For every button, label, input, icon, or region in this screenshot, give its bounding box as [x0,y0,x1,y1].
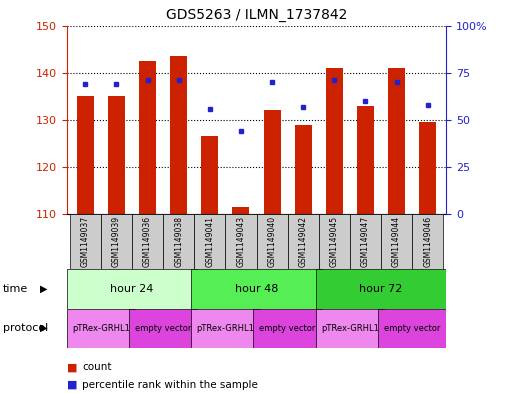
Bar [256,214,288,269]
Text: ■: ■ [67,362,77,373]
Bar [163,214,194,269]
Bar [378,309,446,348]
Bar [253,309,322,348]
Bar [419,122,436,214]
Bar [67,309,135,348]
Bar [388,68,405,214]
Bar [412,214,443,269]
Text: empty vector: empty vector [260,324,316,332]
Text: GSM1149036: GSM1149036 [143,216,152,267]
Bar [264,110,281,214]
Bar [77,96,94,214]
Text: GSM1149042: GSM1149042 [299,216,308,267]
Text: pTRex-GRHL1: pTRex-GRHL1 [321,324,379,332]
Bar [315,269,446,309]
Text: GSM1149040: GSM1149040 [268,216,277,267]
Bar [108,96,125,214]
Bar [381,214,412,269]
Text: hour 48: hour 48 [235,284,278,294]
Bar [288,214,319,269]
Bar [201,136,219,214]
Bar [225,214,256,269]
Text: GSM1149046: GSM1149046 [423,216,432,267]
Text: GSM1149043: GSM1149043 [236,216,245,267]
Text: pTRex-GRHL1: pTRex-GRHL1 [72,324,130,332]
Bar [326,68,343,214]
Title: GDS5263 / ILMN_1737842: GDS5263 / ILMN_1737842 [166,8,347,22]
Bar [129,309,198,348]
Bar [357,106,374,214]
Bar [294,125,312,214]
Text: empty vector: empty vector [384,324,440,332]
Text: empty vector: empty vector [135,324,191,332]
Text: percentile rank within the sample: percentile rank within the sample [82,380,258,390]
Bar [350,214,381,269]
Bar [101,214,132,269]
Text: hour 72: hour 72 [359,284,403,294]
Bar [191,309,260,348]
Text: GSM1149045: GSM1149045 [330,216,339,267]
Text: GSM1149047: GSM1149047 [361,216,370,267]
Bar [132,214,163,269]
Text: ▶: ▶ [40,323,47,333]
Bar [139,61,156,214]
Bar [319,214,350,269]
Text: ■: ■ [67,380,77,390]
Bar [315,309,384,348]
Text: protocol: protocol [3,323,48,333]
Bar [194,214,225,269]
Text: GSM1149038: GSM1149038 [174,216,183,267]
Text: count: count [82,362,112,373]
Text: ▶: ▶ [40,284,47,294]
Text: pTRex-GRHL1: pTRex-GRHL1 [196,324,254,332]
Bar [67,269,198,309]
Text: GSM1149037: GSM1149037 [81,216,90,267]
Text: time: time [3,284,28,294]
Text: GSM1149044: GSM1149044 [392,216,401,267]
Bar [232,207,249,214]
Bar [70,214,101,269]
Text: hour 24: hour 24 [110,284,154,294]
Bar [191,269,322,309]
Text: GSM1149041: GSM1149041 [205,216,214,267]
Bar [170,56,187,214]
Text: GSM1149039: GSM1149039 [112,216,121,267]
